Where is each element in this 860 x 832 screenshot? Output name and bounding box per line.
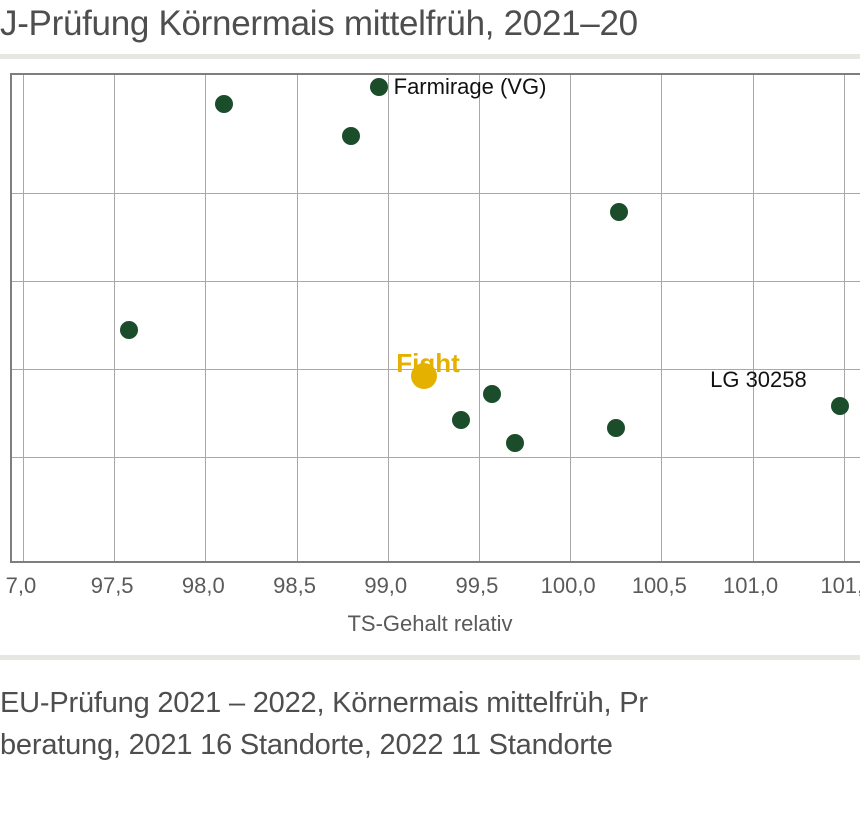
caption-divider	[0, 655, 860, 660]
data-point	[831, 397, 849, 415]
gridline-v	[388, 75, 389, 561]
data-point	[342, 127, 360, 145]
gridline-h	[12, 281, 860, 282]
gridline-v	[297, 75, 298, 561]
data-point	[370, 78, 388, 96]
page-title: J-Prüfung Körnermais mittelfrüh, 2021–20	[0, 0, 860, 54]
data-point	[452, 411, 470, 429]
data-point	[120, 321, 138, 339]
caption-line-2: beratung, 2021 16 Standorte, 2022 11 Sta…	[0, 724, 860, 766]
gridline-v	[661, 75, 662, 561]
gridline-v	[844, 75, 845, 561]
data-point	[607, 419, 625, 437]
gridline-v	[23, 75, 24, 561]
x-tick-label: 101,0	[723, 573, 778, 599]
plot-area: Farmirage (VG) LG 30258 Fight	[10, 73, 860, 563]
gridline-v	[479, 75, 480, 561]
x-tick-label: 98,0	[182, 573, 225, 599]
data-point-label: LG 30258	[710, 367, 807, 393]
x-tick-label: 101,	[820, 573, 860, 599]
data-point	[506, 434, 524, 452]
gridline-v	[753, 75, 754, 561]
x-tick-label: 100,5	[632, 573, 687, 599]
x-tick-label: 7,0	[6, 573, 37, 599]
data-point	[610, 203, 628, 221]
x-tick-label: 97,5	[91, 573, 134, 599]
gridline-v	[205, 75, 206, 561]
caption-line-1: EU-Prüfung 2021 – 2022, Körnermais mitte…	[0, 682, 860, 724]
scatter-chart: Farmirage (VG) LG 30258 Fight TS-Gehalt re…	[0, 73, 860, 643]
highlight-label: Fight	[396, 348, 460, 379]
title-divider	[0, 54, 860, 59]
x-tick-label: 100,0	[541, 573, 596, 599]
x-tick-label: 99,0	[364, 573, 407, 599]
data-point-label: Farmirage (VG)	[394, 74, 547, 100]
gridline-h	[12, 193, 860, 194]
x-axis-title: TS-Gehalt relativ	[0, 611, 860, 637]
x-tick-label: 98,5	[273, 573, 316, 599]
data-point	[483, 385, 501, 403]
gridline-h	[12, 457, 860, 458]
gridline-v	[570, 75, 571, 561]
x-tick-label: 99,5	[456, 573, 499, 599]
gridline-v	[114, 75, 115, 561]
data-point	[215, 95, 233, 113]
